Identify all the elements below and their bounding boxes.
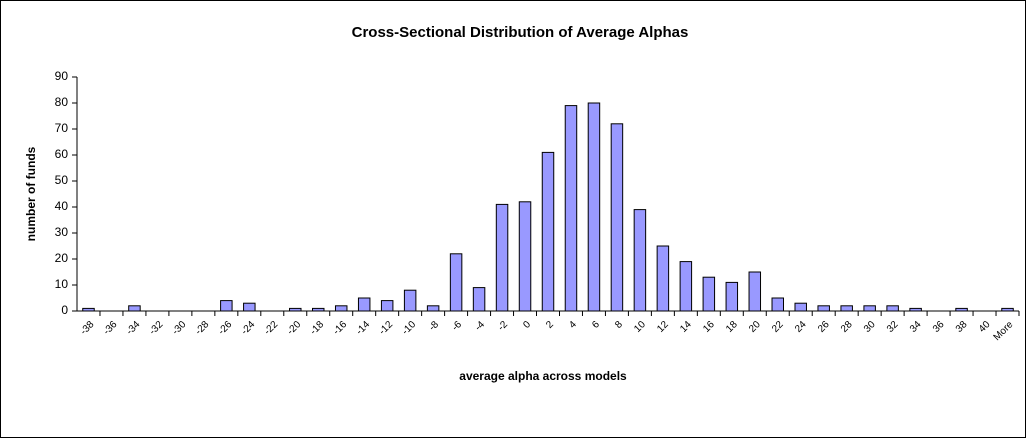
bar: [679, 261, 693, 312]
bar: [380, 300, 394, 312]
bar: [771, 297, 785, 312]
bar: [840, 305, 853, 312]
y-tick-label: 20: [55, 251, 69, 265]
bar: [426, 305, 440, 312]
bar: [633, 209, 647, 312]
bar: [886, 305, 899, 312]
bar: [357, 297, 371, 312]
bar: [656, 245, 670, 312]
y-tick-label: 50: [55, 173, 69, 187]
y-axis-title: number of funds: [24, 146, 38, 241]
bar: [702, 276, 716, 312]
bar: [587, 102, 601, 312]
y-tick-label: 30: [55, 225, 69, 239]
bar: [334, 305, 348, 312]
bar: [817, 305, 830, 312]
bar: [564, 105, 578, 312]
bar: [128, 305, 141, 312]
bar: [495, 203, 509, 312]
y-tick-label: 80: [55, 95, 69, 109]
y-tick-label: 70: [55, 121, 69, 135]
bar: [403, 289, 417, 312]
chart-title: Cross-Sectional Distribution of Average …: [352, 24, 689, 41]
y-tick-label: 40: [55, 199, 69, 213]
bar: [610, 123, 624, 312]
bar: [243, 302, 256, 312]
bar: [794, 302, 807, 312]
bar: [863, 305, 876, 312]
bar: [449, 253, 463, 312]
bar: [472, 287, 486, 312]
y-tick-label: 0: [61, 303, 68, 317]
y-tick-label: 10: [55, 277, 69, 291]
bar: [220, 300, 233, 312]
y-tick-label: 90: [55, 69, 69, 83]
bar: [725, 281, 739, 312]
x-axis-title: average alpha across models: [459, 369, 627, 383]
bar: [748, 271, 762, 312]
bar: [541, 151, 555, 312]
bar: [518, 201, 532, 312]
y-tick-label: 60: [55, 147, 69, 161]
